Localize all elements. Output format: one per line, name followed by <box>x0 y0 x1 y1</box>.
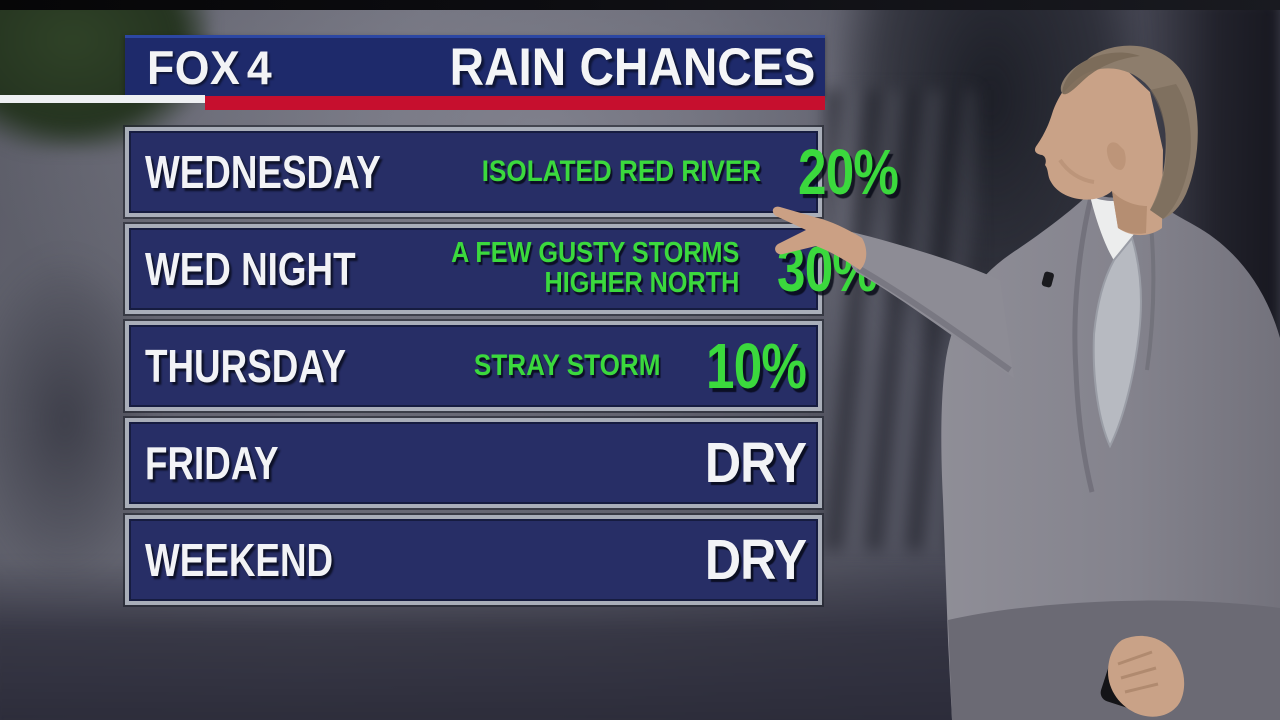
period-label: WEDNESDAY <box>145 146 381 198</box>
forecast-row-wed-night: WED NIGHT A FEW GUSTY STORMS HIGHER NORTH… <box>125 224 877 314</box>
fox-logo-text: FOX <box>147 41 241 94</box>
graphic-header: FOX 4 RAIN CHANCES <box>125 35 825 97</box>
rain-chance-value: DRY <box>704 431 807 495</box>
weather-presenter <box>772 45 1280 720</box>
graphic-title: RAIN CHANCES <box>449 38 815 97</box>
white-underline-bar <box>0 95 205 103</box>
letterbox-strip <box>0 0 1280 10</box>
presenter-suit-jacket <box>941 191 1280 720</box>
presenter-left-hand <box>1108 635 1185 717</box>
forecast-row-thursday: THURSDAY STRAY STORM 10% <box>125 321 822 411</box>
period-label: WED NIGHT <box>145 243 356 295</box>
condition-note: STRAY STORM <box>473 348 660 382</box>
fox4-logo: FOX 4 <box>147 40 272 95</box>
period-label: WEEKEND <box>145 534 334 586</box>
presenter-ear <box>1106 142 1126 170</box>
period-label: FRIDAY <box>145 437 279 489</box>
presenter-pointing-hand <box>772 206 867 270</box>
condition-note: A FEW GUSTY STORMS HIGHER NORTH <box>451 237 740 299</box>
condition-note: ISOLATED RED RIVER <box>481 154 761 188</box>
forecast-table: WEDNESDAY ISOLATED RED RIVER 20% WED NIG… <box>125 127 899 612</box>
condition-note <box>380 551 672 569</box>
lapel-mic <box>1041 271 1054 288</box>
period-label: THURSDAY <box>145 340 347 392</box>
rain-chance-value: 20% <box>797 136 899 208</box>
forecast-row-wednesday: WEDNESDAY ISOLATED RED RIVER 20% <box>125 127 899 217</box>
red-underline-bar <box>205 96 825 110</box>
presenter-neck-shadow <box>1112 191 1147 234</box>
condition-note <box>312 454 672 472</box>
forecast-row-weekend: WEEKEND DRY <box>125 515 822 605</box>
presenter-face <box>1034 62 1163 236</box>
rain-chance-value: DRY <box>704 528 807 592</box>
presenter-tie <box>1092 235 1142 449</box>
forecast-row-friday: FRIDAY DRY <box>125 418 822 508</box>
rain-chance-value: 10% <box>705 330 807 402</box>
fox-logo-number: 4 <box>246 41 273 94</box>
